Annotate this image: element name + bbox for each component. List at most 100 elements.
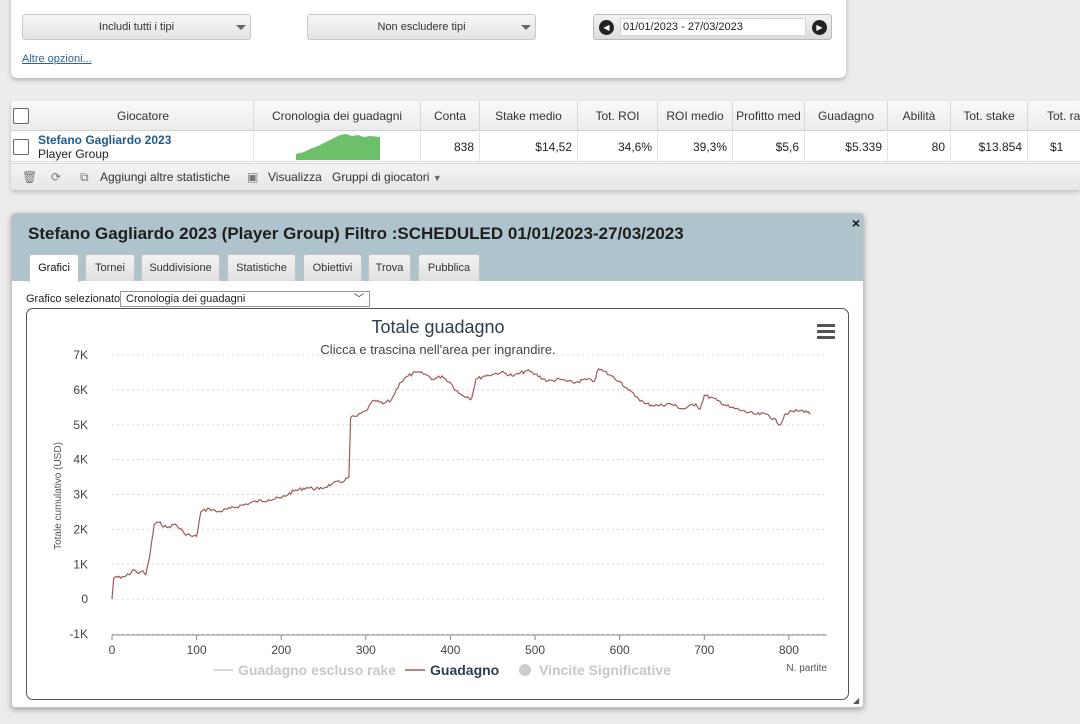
dialog-title: Stefano Gagliardo 2023 (Player Group) Fi…: [28, 224, 684, 243]
player-name-link[interactable]: Stefano Gagliardo 2023: [38, 133, 172, 147]
col-header-avg-roi[interactable]: ROI medio: [658, 101, 733, 131]
tab-trova[interactable]: Trova: [368, 254, 411, 281]
table-row[interactable]: Stefano Gagliardo 2023 Player Group 838 …: [11, 132, 1080, 162]
tot-ra-cell: $1: [1050, 140, 1064, 154]
series-line-guadagno: [111, 368, 811, 600]
chevron-left-icon[interactable]: ◀: [599, 20, 614, 35]
tab-pubblica[interactable]: Pubblica: [418, 254, 480, 281]
legend: Guadagno escluso rake Guadagno Vincite S…: [213, 662, 671, 678]
avg-profit-cell: $5,6: [733, 132, 805, 162]
refresh-icon[interactable]: ⟳: [51, 170, 62, 184]
col-header-tot-stake[interactable]: Tot. stake: [951, 101, 1028, 131]
x-tick-label: 800: [779, 643, 799, 657]
x-tick-label: 300: [356, 643, 376, 657]
table-toolbar: 🗑 ⟳ ⧉ Aggiungi altre statistiche ▣ Visua…: [11, 163, 1080, 190]
col-header-avg-stake[interactable]: Stake medio: [480, 101, 578, 131]
legend-circle-icon: [519, 664, 531, 676]
x-axis-label: N. partite: [786, 663, 827, 674]
x-tick-label: 200: [271, 643, 291, 657]
col-header-profit[interactable]: Guadagno: [805, 101, 888, 131]
x-tick-label: 500: [525, 643, 545, 657]
close-icon[interactable]: ×: [851, 215, 860, 231]
y-tick-label: 5K: [73, 418, 88, 432]
more-options-link[interactable]: Altre opzioni...: [22, 53, 92, 65]
chart-title: Totale guadagno: [371, 317, 504, 337]
dialog-header: Stefano Gagliardo 2023 (Player Group) Fi…: [12, 214, 863, 282]
chevron-down-icon: [236, 25, 246, 30]
history-sparkline: [296, 134, 380, 160]
y-tick-label: 6K: [73, 383, 88, 397]
x-tick-label: 0: [109, 643, 116, 657]
col-header-count[interactable]: Conta: [421, 101, 480, 131]
chart-select[interactable]: Cronologia dei guadagni ﹀: [120, 291, 370, 307]
chart-grid: [112, 354, 827, 635]
y-axis-label: Totale cumulativo (USD): [53, 442, 64, 550]
tab-grafici[interactable]: Grafici: [29, 254, 79, 282]
avg-stake-cell: $14,52: [480, 132, 578, 162]
count-cell: 838: [421, 132, 480, 162]
chart-container[interactable]: -1K 0 1K 2K 3K 4K 5K 6K 7K 0 100 200 300 400 500 600 70…: [26, 308, 849, 700]
y-tick-label: 3K: [73, 488, 88, 502]
y-tick-label: 1K: [73, 557, 88, 571]
y-tick-label: -1K: [69, 627, 88, 641]
tab-statistiche[interactable]: Statistiche: [227, 254, 296, 281]
date-range-picker: ◀ 01/01/2023 - 27/03/2023 ▶: [593, 14, 832, 40]
col-header-avg-profit[interactable]: Profitto med: [733, 101, 805, 131]
col-header-history[interactable]: Cronologia dei guadagni: [254, 101, 421, 131]
include-types-value: Includi tutti i tipi: [98, 21, 175, 33]
x-tick-label: 700: [694, 643, 714, 657]
chart-menu-icon[interactable]: [817, 324, 835, 339]
legend-item-guadagno[interactable]: Guadagno: [405, 662, 499, 678]
exclude-types-value: Non escludere tipi: [377, 21, 466, 33]
x-axis: 0 100 200 300 400 500 600 700 800: [109, 634, 827, 657]
history-sparkline-cell: [254, 132, 421, 162]
exclude-types-select[interactable]: Non escludere tipi: [307, 14, 536, 40]
x-tick-label: 400: [440, 643, 460, 657]
tab-obiettivi[interactable]: Obiettivi: [303, 254, 362, 281]
player-groups-menu[interactable]: Gruppi di giocatori ▼: [332, 170, 442, 185]
legend-item-guadagno-escluso-rake[interactable]: Guadagno escluso rake: [213, 662, 396, 678]
profit-chart[interactable]: -1K 0 1K 2K 3K 4K 5K 6K 7K 0 100 200 300 400 500 600 70…: [27, 309, 849, 700]
player-groups-label: Gruppi di giocatori: [332, 170, 430, 184]
legend-label-guadagno: Guadagno: [430, 662, 499, 678]
image-icon: ▣: [247, 170, 259, 184]
tab-suddivisione[interactable]: Suddivisione: [141, 254, 220, 281]
x-tick-label: 600: [610, 643, 630, 657]
col-header-tot-roi[interactable]: Tot. ROI: [578, 101, 658, 131]
x-tick-label: 100: [187, 643, 207, 657]
avg-roi-cell: 39,3%: [658, 132, 733, 162]
legend-item-vincite-significative[interactable]: Vincite Significative: [519, 662, 671, 678]
col-header-player[interactable]: Giocatore: [33, 101, 254, 131]
row-checkbox[interactable]: [13, 139, 29, 155]
player-type: Player Group: [38, 147, 109, 161]
tab-tornei[interactable]: Tornei: [85, 254, 135, 281]
add-stats-button[interactable]: Aggiungi altre statistiche: [100, 170, 231, 184]
trash-icon[interactable]: 🗑: [22, 170, 38, 184]
legend-label-vincite-significative: Vincite Significative: [539, 662, 671, 678]
y-tick-label: 7K: [73, 348, 88, 362]
include-types-select[interactable]: Includi tutti i tipi: [22, 14, 251, 40]
resize-grip-icon[interactable]: ◢: [853, 696, 860, 705]
col-header-ability[interactable]: Abilità: [888, 101, 951, 131]
caret-down-icon: ▼: [432, 173, 442, 183]
y-tick-label: 4K: [73, 453, 88, 467]
y-tick-label: 2K: [73, 522, 88, 536]
y-axis: -1K 0 1K 2K 3K 4K 5K 6K 7K: [69, 348, 88, 641]
filter-panel: Includi tutti i tipi Non escludere tipi …: [11, 0, 846, 78]
y-tick-label: 0: [81, 592, 88, 606]
player-cell: [33, 132, 254, 162]
chart-subtitle: Clicca e trascina nell'area per ingrandi…: [320, 342, 555, 357]
legend-label-guadagno-escluso-rake: Guadagno escluso rake: [238, 662, 396, 678]
select-all-checkbox[interactable]: [13, 108, 29, 124]
chart-select-label: Grafico selezionato: [26, 293, 121, 305]
chart-select-value: Cronologia dei guadagni: [126, 293, 246, 305]
stats-table: Giocatore Cronologia dei guadagni Conta …: [11, 101, 1080, 190]
ability-cell: 80: [888, 132, 951, 162]
view-button[interactable]: Visualizza: [268, 170, 322, 184]
chevron-right-icon[interactable]: ▶: [812, 20, 827, 35]
col-header-tot-ra[interactable]: Tot. ra: [1047, 109, 1080, 123]
add-columns-icon: ⧉: [80, 170, 89, 184]
date-range-input[interactable]: 01/01/2023 - 27/03/2023: [620, 18, 806, 36]
table-header: Giocatore Cronologia dei guadagni Conta …: [11, 101, 1080, 131]
player-chart-dialog: Stefano Gagliardo 2023 (Player Group) Fi…: [11, 213, 864, 708]
